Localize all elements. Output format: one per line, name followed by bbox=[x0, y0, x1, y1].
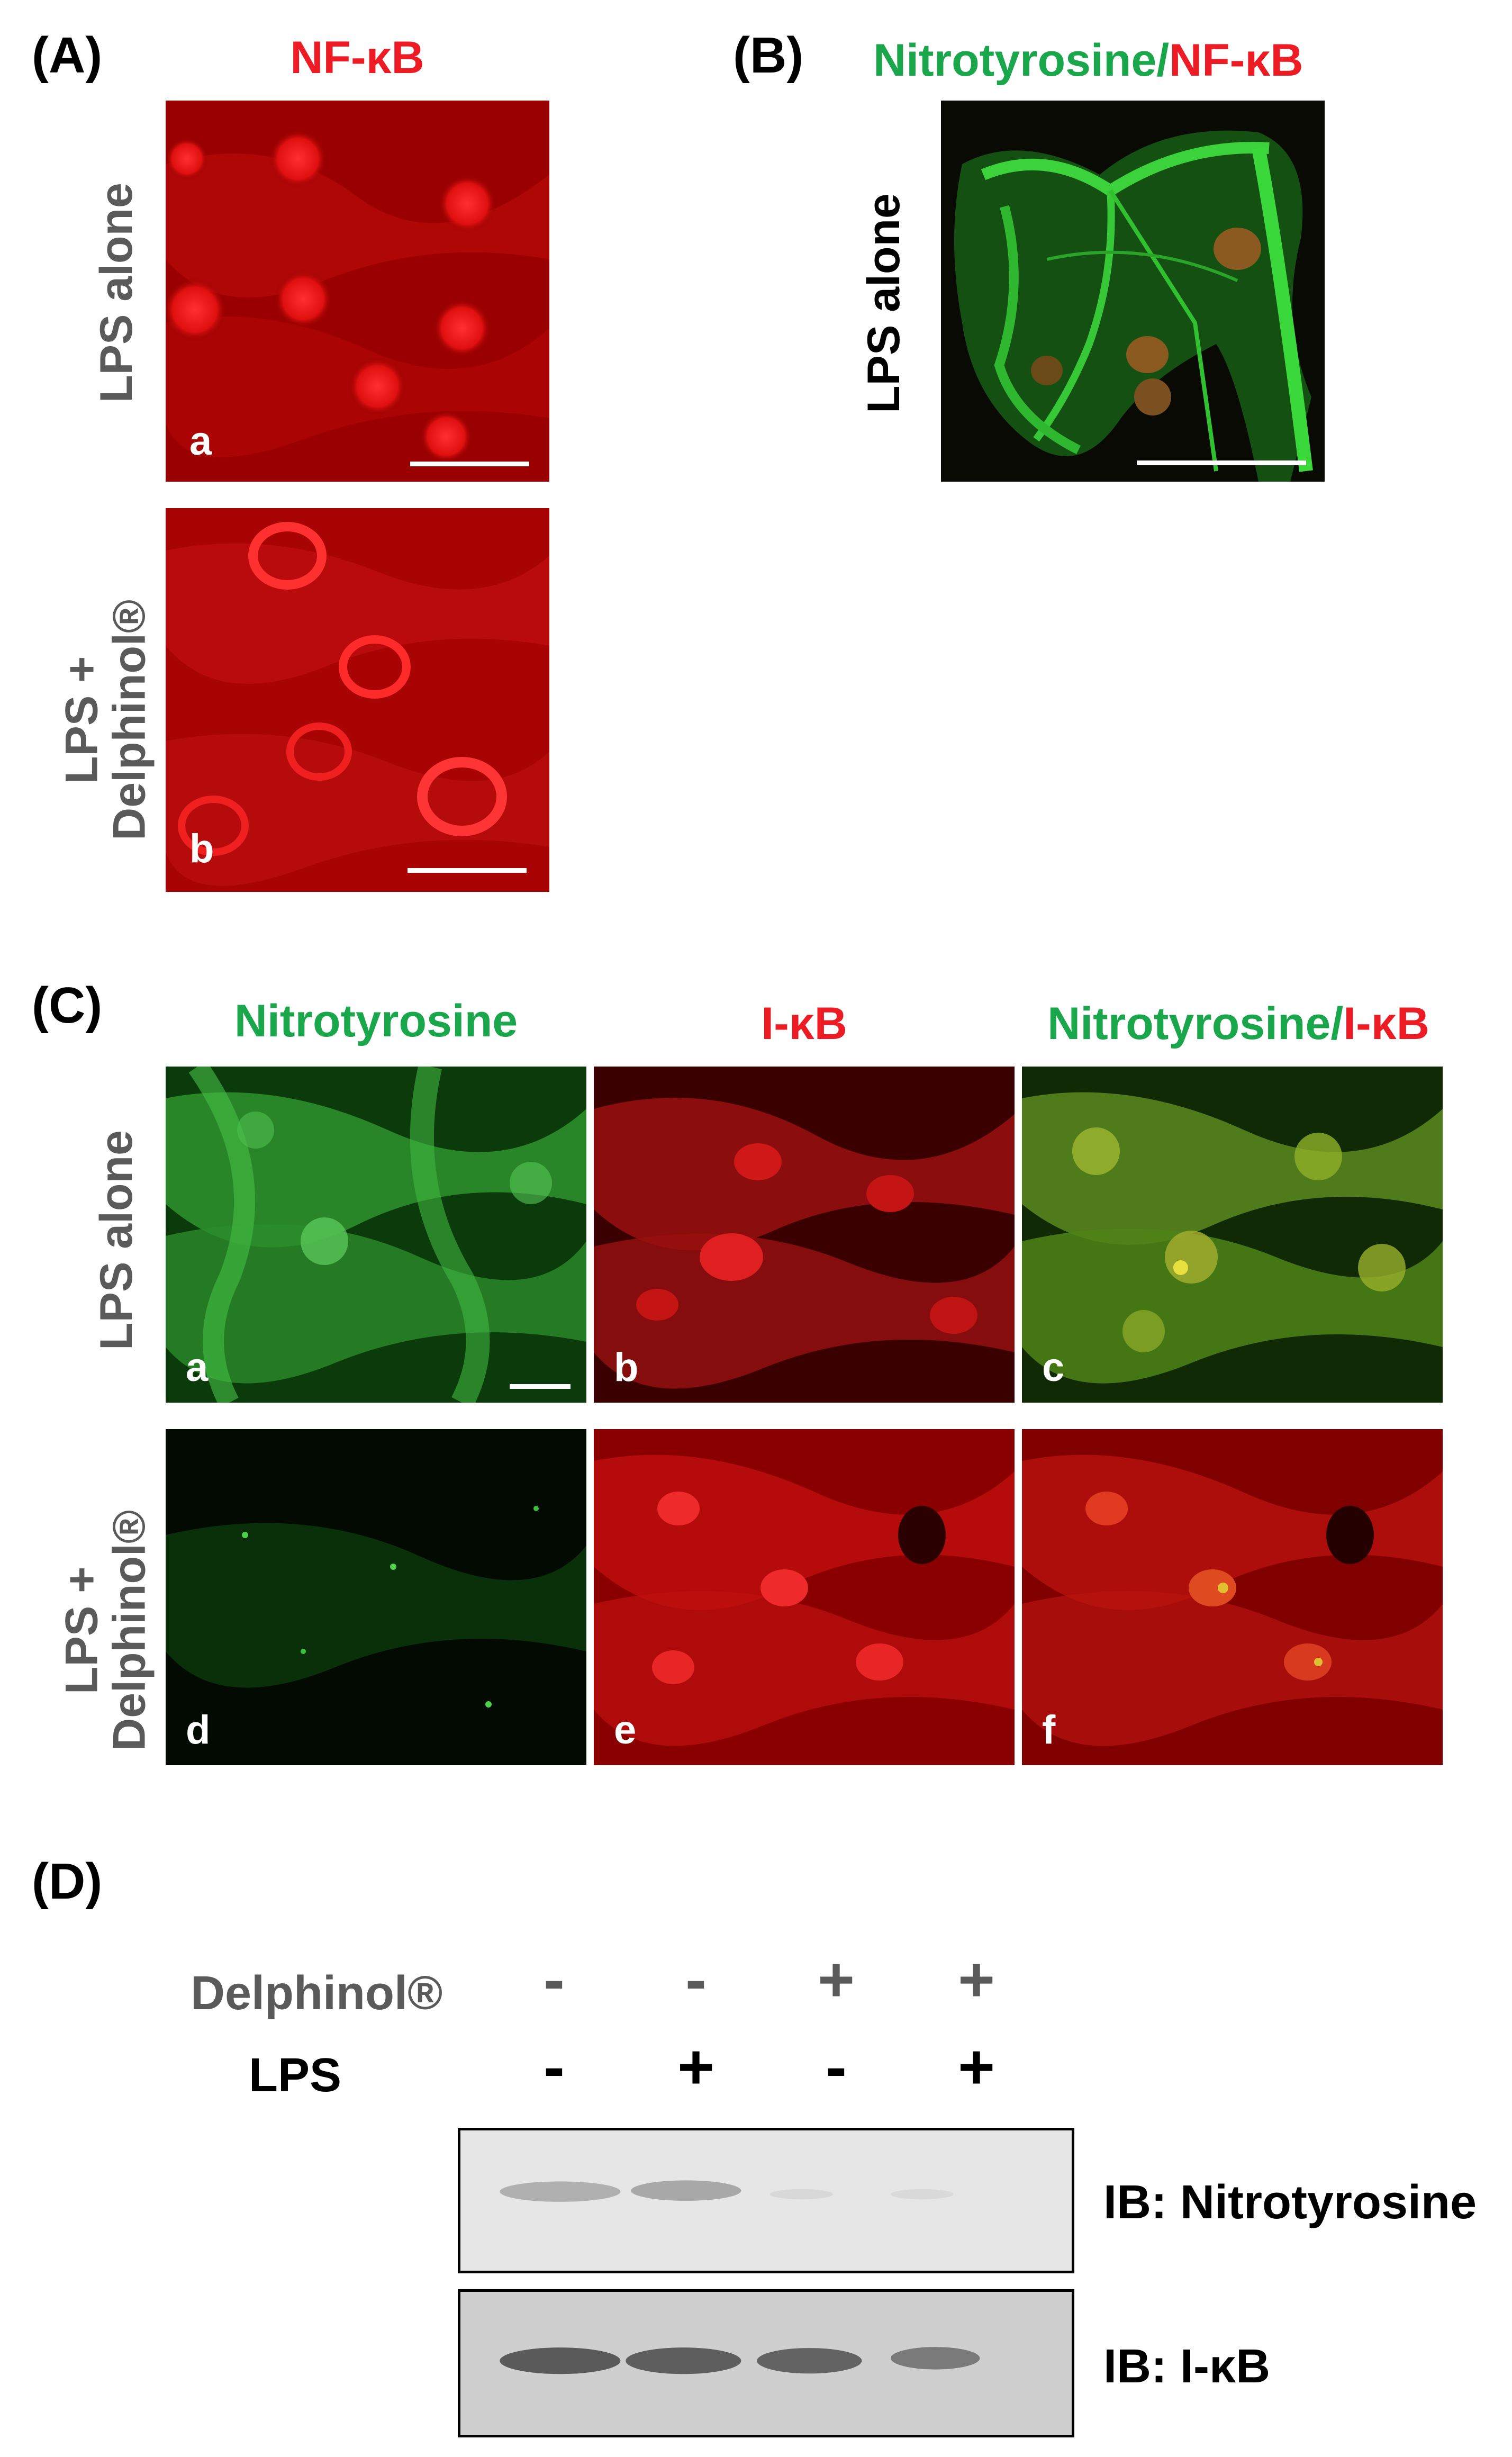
scale-bar bbox=[1137, 460, 1306, 465]
panel-d-letter: (D) bbox=[32, 1853, 103, 1910]
panel-c-sublabel-c: c bbox=[1042, 1345, 1065, 1390]
panel-a-micrograph-a: a bbox=[166, 101, 549, 482]
panel-c-micrograph-c: c bbox=[1022, 1067, 1443, 1403]
panel-c-header-ikb: I-κB bbox=[761, 998, 847, 1049]
panel-a-letter: (A) bbox=[32, 27, 103, 84]
blot-label-nitrotyrosine: IB: Nitrotyrosine bbox=[1103, 2176, 1477, 2229]
panel-c-sublabel-f: f bbox=[1042, 1708, 1056, 1753]
panel-a-sublabel-a: a bbox=[189, 419, 212, 464]
delphinol-row-label: Delphinol® bbox=[191, 1967, 443, 2020]
scale-bar bbox=[410, 462, 529, 466]
delphinol-sign-4: + bbox=[957, 1944, 995, 2015]
panel-c-row1-label: LPS alone bbox=[91, 1130, 142, 1350]
western-blot-nitrotyrosine bbox=[458, 2128, 1074, 2273]
western-blot-ikb bbox=[458, 2289, 1074, 2437]
panel-c-micrograph-a: a bbox=[166, 1067, 586, 1403]
panel-c-header-nitrotyrosine: Nitrotyrosine bbox=[234, 996, 518, 1046]
panel-c-sublabel-a: a bbox=[186, 1345, 209, 1390]
panel-c-sublabel-d: d bbox=[186, 1708, 211, 1753]
delphinol-sign-3: + bbox=[817, 1944, 855, 2015]
panel-c-micrograph-d: d bbox=[166, 1429, 586, 1765]
panel-c-sublabel-b: b bbox=[614, 1345, 639, 1390]
panel-a-sublabel-b: b bbox=[189, 826, 214, 871]
panel-c-letter: (C) bbox=[32, 977, 103, 1034]
panel-b-header: Nitrotyrosine/NF-κB bbox=[873, 35, 1303, 86]
panel-a-row2-label: LPS + Delphinol® bbox=[56, 599, 155, 841]
panel-c-micrograph-e: e bbox=[594, 1429, 1015, 1765]
panel-b-row-label: LPS alone bbox=[858, 193, 909, 413]
panel-c-row2-label: LPS + Delphinol® bbox=[56, 1510, 155, 1751]
panel-b-letter: (B) bbox=[733, 27, 804, 84]
panel-a-header: NF-κB bbox=[290, 32, 424, 83]
blot-label-ikb: IB: I-κB bbox=[1103, 2340, 1271, 2393]
delphinol-sign-1: - bbox=[544, 1944, 565, 2015]
panel-a-row1-label: LPS alone bbox=[91, 183, 142, 403]
panel-a-micrograph-b: b bbox=[166, 508, 549, 892]
panel-b-micrograph bbox=[941, 101, 1325, 482]
panel-c-sublabel-e: e bbox=[614, 1708, 637, 1753]
panel-c-header-merge: Nitrotyrosine/I-κB bbox=[1047, 998, 1429, 1049]
lps-sign-3: - bbox=[826, 2031, 847, 2102]
delphinol-sign-2: - bbox=[685, 1944, 707, 2015]
lps-sign-2: + bbox=[677, 2031, 715, 2102]
lps-sign-4: + bbox=[957, 2031, 995, 2102]
scale-bar bbox=[408, 868, 527, 873]
panel-c-micrograph-b: b bbox=[594, 1067, 1015, 1403]
panel-c-micrograph-f: f bbox=[1022, 1429, 1443, 1765]
scale-bar bbox=[510, 1384, 571, 1389]
lps-row-label: LPS bbox=[249, 2049, 342, 2102]
lps-sign-1: - bbox=[544, 2031, 565, 2102]
